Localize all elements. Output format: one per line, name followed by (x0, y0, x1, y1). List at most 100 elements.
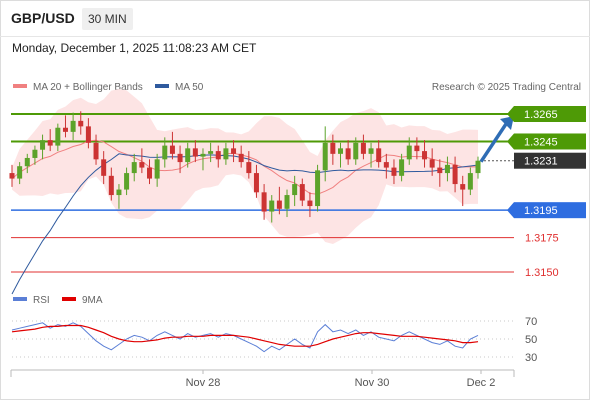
level-tag-pivot (514, 202, 586, 219)
candle-body (246, 162, 252, 174)
candle-body (154, 159, 160, 179)
level-labels: 1.3265 1.3245 1.3231 1.3195 1.3175 1.3150 (507, 106, 586, 279)
candle-body (55, 127, 61, 146)
candle-body (192, 148, 198, 157)
candle-body (467, 173, 473, 190)
level-label-support: 1.3175 (525, 233, 559, 245)
candle-body (452, 164, 458, 185)
chart-datetime: Monday, December 1, 2025 11:08:23 AM CET (12, 41, 257, 55)
candle-body (475, 160, 481, 174)
candle-body (376, 148, 382, 163)
research-credit: Research © 2025 Trading Central (432, 82, 581, 93)
candle-body (253, 173, 259, 193)
candle-body (62, 127, 68, 132)
legend-swatch-ma50 (155, 84, 169, 88)
candle-body (276, 200, 282, 209)
candle-body (177, 153, 183, 163)
candle-body (360, 142, 366, 154)
candle-body (208, 151, 214, 154)
last-price-label: 1.3231 (524, 156, 558, 168)
candle-body (299, 184, 305, 201)
candle-body (147, 167, 153, 179)
legend-swatch-rsi (13, 297, 27, 301)
candle-body (200, 153, 206, 157)
candle-body (337, 148, 343, 154)
rsi-legend: RSI 9MA (13, 295, 103, 306)
legend-label-ma50: MA 50 (175, 82, 204, 93)
timeframe-badge[interactable]: 30 MIN (82, 8, 133, 30)
candle-body (162, 145, 168, 160)
candle-body (24, 157, 30, 167)
level-label-support: 1.3150 (525, 267, 559, 279)
candle-body (32, 149, 38, 158)
candle-body (307, 200, 313, 207)
candle-body (93, 142, 99, 160)
candle-body (78, 120, 84, 127)
forecast-arrow-head (500, 116, 514, 130)
candle-body (353, 142, 359, 160)
level-tag-pointer (507, 202, 514, 219)
legend-label-ma20: MA 20 + Bollinger Bands (33, 82, 143, 93)
candle-body (40, 140, 46, 150)
candle-body (131, 162, 137, 174)
candle-body (345, 148, 351, 160)
candlesticks (9, 111, 481, 223)
candle-body (406, 145, 412, 160)
candle-body (139, 162, 145, 168)
candle-body (322, 142, 328, 171)
candle-body (269, 200, 275, 212)
candle-body (261, 192, 267, 212)
candle-body (223, 148, 229, 160)
candle-body (17, 166, 23, 179)
candle-body (85, 126, 91, 143)
candle-body (315, 170, 321, 207)
candle-body (185, 148, 191, 163)
x-axis-tick-label: Dec 2 (467, 377, 496, 389)
candle-body (391, 167, 397, 176)
legend-swatch-9ma (62, 297, 76, 301)
candle-body (231, 148, 237, 154)
candle-body (368, 148, 374, 154)
forecast-arrow-icon (479, 116, 514, 163)
candle-body (238, 153, 244, 163)
level-tag-pointer (507, 106, 514, 122)
forecast-arrow-shaft (479, 123, 508, 163)
rsi-tick-label: 30 (525, 352, 537, 364)
main-legend: MA 20 + Bollinger Bands MA 50 Research ©… (13, 82, 581, 93)
level-tag-resistance (514, 106, 586, 122)
level-tag-pointer (507, 133, 514, 150)
candle-body (108, 175, 114, 196)
legend-label-9ma: 9MA (82, 295, 103, 306)
candle-body (383, 162, 389, 168)
level-label-resistance: 1.3265 (524, 109, 558, 121)
candle-body (169, 145, 175, 154)
rsi-panel: 70 50 30 (11, 316, 537, 364)
legend-swatch-ma20 (13, 84, 27, 88)
last-price-tag (514, 152, 586, 169)
candle-body (437, 167, 443, 174)
candle-body (460, 184, 466, 190)
candle-body (215, 151, 221, 160)
candle-body (429, 159, 435, 168)
candle-body (399, 159, 405, 176)
symbol-title: GBP/USD (11, 10, 75, 26)
level-tag-resistance (514, 133, 586, 150)
candle-body (292, 184, 298, 196)
candle-body (101, 159, 107, 176)
level-label-resistance: 1.3245 (524, 136, 558, 148)
candle-body (70, 120, 76, 132)
level-label-pivot: 1.3195 (524, 205, 558, 217)
x-axis-tick-label: Nov 28 (186, 377, 221, 389)
candle-body (444, 164, 450, 174)
candle-body (330, 142, 336, 154)
candle-body (9, 173, 15, 179)
rsi-9ma-line (11, 324, 479, 347)
candle-body (47, 140, 53, 146)
bollinger-band-fill (12, 89, 478, 244)
candle-body (124, 173, 130, 190)
x-axis-tick-label: Nov 30 (355, 377, 390, 389)
bollinger-band (12, 89, 478, 244)
candle-body (284, 195, 290, 209)
rsi-tick-label: 70 (525, 316, 537, 328)
